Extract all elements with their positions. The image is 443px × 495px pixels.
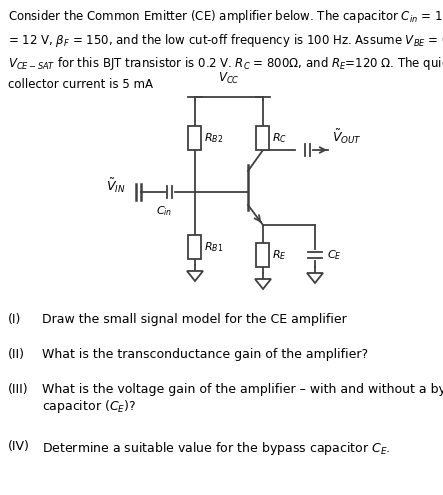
Text: (IV): (IV) bbox=[8, 440, 30, 453]
Bar bbox=[189, 126, 202, 150]
Text: $R_{B1}$: $R_{B1}$ bbox=[204, 240, 223, 254]
Polygon shape bbox=[255, 279, 271, 289]
Text: Determine a suitable value for the bypass capacitor $C_E$.: Determine a suitable value for the bypas… bbox=[42, 440, 391, 457]
Text: $\tilde{V}_{OUT}$: $\tilde{V}_{OUT}$ bbox=[332, 128, 362, 146]
Text: $V_{CC}$: $V_{CC}$ bbox=[218, 71, 240, 86]
Text: $R_C$: $R_C$ bbox=[272, 131, 287, 145]
Text: capacitor ($C_E$)?: capacitor ($C_E$)? bbox=[42, 398, 136, 415]
Bar bbox=[256, 126, 269, 150]
Text: What is the transconductance gain of the amplifier?: What is the transconductance gain of the… bbox=[42, 348, 368, 361]
Bar bbox=[256, 243, 269, 267]
Text: Consider the Common Emitter (CE) amplifier below. The capacitor $C_{in}$ = 1 μF,: Consider the Common Emitter (CE) amplifi… bbox=[8, 8, 443, 91]
Text: (I): (I) bbox=[8, 313, 21, 326]
Text: What is the voltage gain of the amplifier – with and without a bypass: What is the voltage gain of the amplifie… bbox=[42, 383, 443, 396]
Polygon shape bbox=[307, 273, 323, 283]
Text: (III): (III) bbox=[8, 383, 29, 396]
Text: $R_E$: $R_E$ bbox=[272, 248, 287, 262]
Text: Draw the small signal model for the CE amplifier: Draw the small signal model for the CE a… bbox=[42, 313, 347, 326]
Text: $R_{B2}$: $R_{B2}$ bbox=[204, 131, 223, 145]
Text: $\tilde{V}_{IN}$: $\tilde{V}_{IN}$ bbox=[106, 177, 126, 195]
Text: (II): (II) bbox=[8, 348, 25, 361]
Text: $C_E$: $C_E$ bbox=[327, 248, 342, 262]
Text: $C_{in}$: $C_{in}$ bbox=[156, 204, 172, 218]
Bar bbox=[189, 235, 202, 259]
Polygon shape bbox=[187, 271, 203, 281]
